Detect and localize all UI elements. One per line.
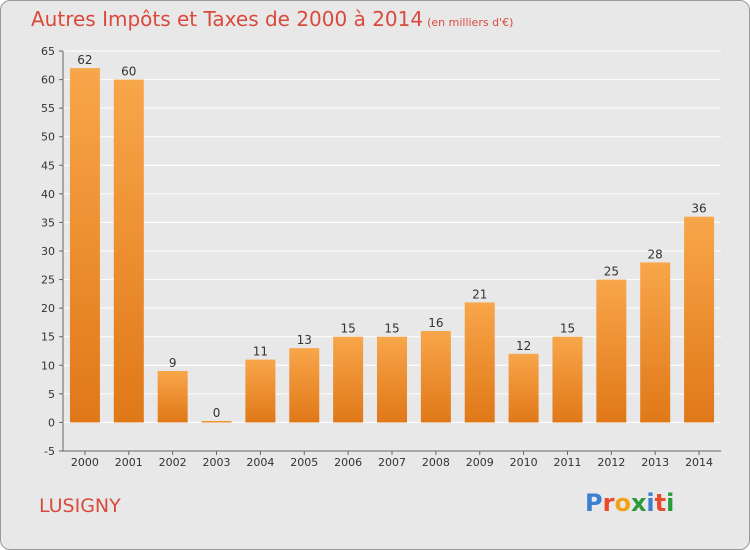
x-tick-label-2009: 2009 (466, 456, 494, 469)
x-tick-label-2014: 2014 (685, 456, 713, 469)
y-tick-label: 65 (41, 45, 55, 58)
x-tick-label-2003: 2003 (203, 456, 231, 469)
chart-title: Autres Impôts et Taxes de 2000 à 2014 (en… (31, 7, 513, 31)
x-tick-label-2012: 2012 (597, 456, 625, 469)
bar-2010 (508, 353, 539, 423)
data-label-2000: 62 (77, 53, 92, 67)
data-label-2012: 25 (604, 265, 619, 279)
bar-2008 (420, 331, 451, 423)
y-tick-label: 45 (41, 159, 55, 172)
y-tick-label: -5 (44, 445, 55, 458)
y-tick-label: 0 (48, 416, 55, 429)
logo-letter: r (602, 489, 615, 517)
y-tick-label: 15 (41, 331, 55, 344)
unit-label: (en milliers d'€) (427, 16, 514, 29)
data-label-2007: 15 (384, 322, 399, 336)
y-tick-label: 5 (48, 388, 55, 401)
proxiti-logo: Proxiti (585, 489, 674, 517)
logo-letter: t (654, 489, 667, 517)
x-tick-label-2000: 2000 (71, 456, 99, 469)
x-tick-label-2010: 2010 (510, 456, 538, 469)
logo-letter: P (585, 489, 603, 517)
data-label-2003: 0 (213, 406, 221, 420)
data-label-2011: 15 (560, 322, 575, 336)
logo-letter: i (646, 489, 655, 517)
bar-2006 (333, 336, 364, 423)
data-label-2001: 60 (121, 65, 136, 79)
bar-2011 (552, 336, 583, 423)
data-label-2004: 11 (253, 345, 268, 359)
logo-letter: x (630, 489, 647, 517)
bar-2002 (157, 371, 188, 423)
data-label-2014: 36 (691, 202, 706, 216)
x-tick-label-2002: 2002 (159, 456, 187, 469)
data-label-2006: 15 (340, 322, 355, 336)
x-tick-label-2008: 2008 (422, 456, 450, 469)
x-axis-ticks: 2000 2001 2002 2003 2004 2005 2006 2007 2008 2009… (63, 450, 721, 469)
bar-2007 (377, 336, 407, 423)
bar-2005 (289, 348, 320, 423)
logo-letter: o (614, 489, 631, 517)
y-axis-ticks: -5 0 5 10 15 20 25 30 35 40 45 50 55 60 65 (41, 45, 64, 458)
y-tick-label: 30 (41, 245, 55, 258)
bar-2000 (69, 68, 100, 423)
y-tick-label: 10 (41, 359, 55, 372)
data-label-2013: 28 (648, 247, 663, 261)
x-tick-label-2007: 2007 (378, 456, 406, 469)
y-tick-label: 55 (41, 102, 55, 115)
bar-2014 (684, 216, 715, 423)
x-tick-label-2013: 2013 (641, 456, 669, 469)
x-tick-label-2005: 2005 (290, 456, 318, 469)
x-tick-label-2004: 2004 (246, 456, 274, 469)
y-tick-label: 50 (41, 131, 55, 144)
bar-2012 (596, 279, 627, 423)
title-text: Autres Impôts et Taxes de 2000 à 2014 (31, 7, 424, 31)
bar-2003 (201, 420, 232, 423)
data-label-2009: 21 (472, 287, 487, 301)
city-name: LUSIGNY (39, 495, 121, 517)
y-tick-label: 40 (41, 188, 55, 201)
logo-letter: i (666, 489, 675, 517)
y-tick-label: 20 (41, 302, 55, 315)
x-tick-label-2001: 2001 (115, 456, 143, 469)
x-tick-label-2011: 2011 (553, 456, 581, 469)
data-label-2002: 9 (169, 356, 177, 370)
y-tick-label: 60 (41, 74, 55, 87)
bar-2004 (245, 359, 276, 423)
data-label-2008: 16 (428, 316, 443, 330)
bars: 62 60 9 0 11 13 15 15 16 21 12 15 25 28 36 (69, 53, 715, 423)
data-label-2005: 13 (297, 333, 312, 347)
bar-2009 (464, 302, 495, 423)
y-tick-label: 25 (41, 274, 55, 287)
bar-2001 (113, 79, 144, 423)
x-tick-label-2006: 2006 (334, 456, 362, 469)
y-tick-label: 35 (41, 216, 55, 229)
bar-2013 (640, 262, 671, 423)
data-label-2010: 12 (516, 339, 531, 353)
